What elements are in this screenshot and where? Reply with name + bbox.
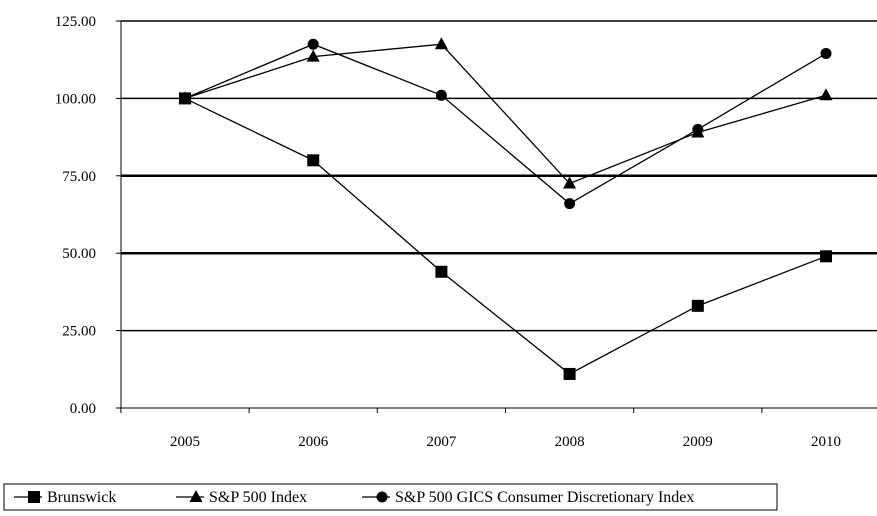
legend-label: Brunswick — [47, 489, 116, 506]
triangle-marker — [819, 88, 833, 101]
square-marker — [563, 367, 576, 380]
y-tick-label: 25.00 — [62, 324, 96, 340]
square-marker — [307, 154, 320, 167]
legend-circle-marker — [376, 491, 388, 503]
axes — [116, 20, 877, 413]
legend-triangle-marker — [189, 490, 203, 502]
legend-entry-s-p-500-index: S&P 500 Index — [176, 489, 307, 506]
x-tick-label: 2007 — [426, 434, 457, 450]
series-line — [184, 43, 827, 205]
legend-entry-s-p-500-gics-consumer-discretionary-index: S&P 500 GICS Consumer Discretionary Inde… — [362, 489, 694, 506]
square-marker — [820, 250, 832, 263]
y-tick-label: 50.00 — [62, 246, 96, 262]
series-brunswick — [179, 92, 832, 380]
data-series — [178, 37, 833, 380]
circle-marker — [179, 92, 191, 104]
circle-marker — [692, 123, 704, 135]
legend-entry-brunswick: Brunswick — [14, 489, 116, 506]
series-line — [184, 97, 827, 375]
series-s-p-500-gics-consumer-discretionary-index — [179, 38, 832, 210]
triangle-marker — [563, 176, 577, 189]
y-tick-label: 0.00 — [70, 401, 96, 417]
square-marker — [691, 299, 704, 312]
circle-marker — [820, 48, 832, 60]
x-axis-tick-labels: 2005 2006 2007 2008 2009 2010 — [170, 434, 841, 450]
x-tick-label: 2006 — [298, 434, 329, 450]
circle-marker — [435, 89, 447, 101]
legend: Brunswick S&P 500 Index S&P 500 GICS Consu… — [3, 483, 778, 511]
square-marker — [435, 265, 448, 278]
circle-marker — [307, 38, 319, 50]
triangle-marker — [306, 49, 320, 62]
x-tick-label: 2005 — [170, 434, 200, 450]
grid-lines — [121, 20, 877, 332]
circle-marker — [564, 198, 576, 210]
y-tick-label: 125.00 — [55, 14, 96, 30]
x-tick-label: 2010 — [811, 434, 841, 450]
series-line — [184, 43, 827, 185]
x-tick-label: 2008 — [555, 434, 585, 450]
y-tick-label: 75.00 — [62, 169, 96, 185]
triangle-marker — [434, 37, 448, 50]
y-axis-tick-labels: 0.00 25.00 50.00 75.00 100.00 125.00 — [55, 14, 96, 417]
legend-label: S&P 500 GICS Consumer Discretionary Inde… — [395, 489, 694, 506]
legend-box — [3, 483, 778, 511]
legend-square-marker — [28, 491, 40, 503]
legend-label: S&P 500 Index — [209, 489, 307, 506]
y-tick-label: 100.00 — [55, 91, 96, 107]
x-tick-label: 2009 — [683, 434, 713, 450]
